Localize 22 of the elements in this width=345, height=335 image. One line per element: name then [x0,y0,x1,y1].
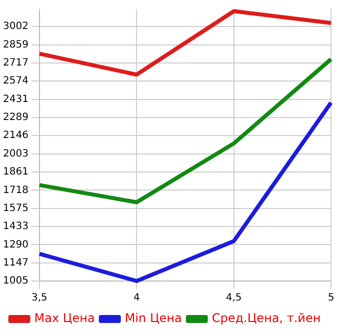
y-tick-label: 2859 [2,39,28,50]
y-tick-label: 2003 [2,148,28,160]
y-tick-label: 2574 [2,76,28,87]
y-tick-label: 2431 [2,94,28,105]
y-tick-label: 2289 [2,112,28,124]
x-tick-label: 4 [133,292,140,304]
y-tick-label: 2146 [2,130,28,142]
legend-label: Min Цена [124,311,182,326]
y-tick-label: 1290 [2,239,28,250]
y-tick-label: 1433 [2,221,28,232]
legend-label: Max Цена [34,311,95,326]
legend-label: Сред.Цена, т.йен [212,311,321,326]
x-tick-label: 3,5 [31,292,48,304]
y-tick-label: 3002 [2,21,28,32]
x-tick-label: 4,5 [226,292,242,304]
y-tick-label: 1147 [2,258,28,269]
y-tick-label: 1718 [2,184,28,196]
y-tick-label: 1575 [2,202,28,214]
y-tick-label: 1005 [2,276,28,287]
y-tick-label: 1861 [2,166,28,178]
x-tick-label: 5 [328,292,334,304]
y-tick-label: 2717 [2,57,28,68]
